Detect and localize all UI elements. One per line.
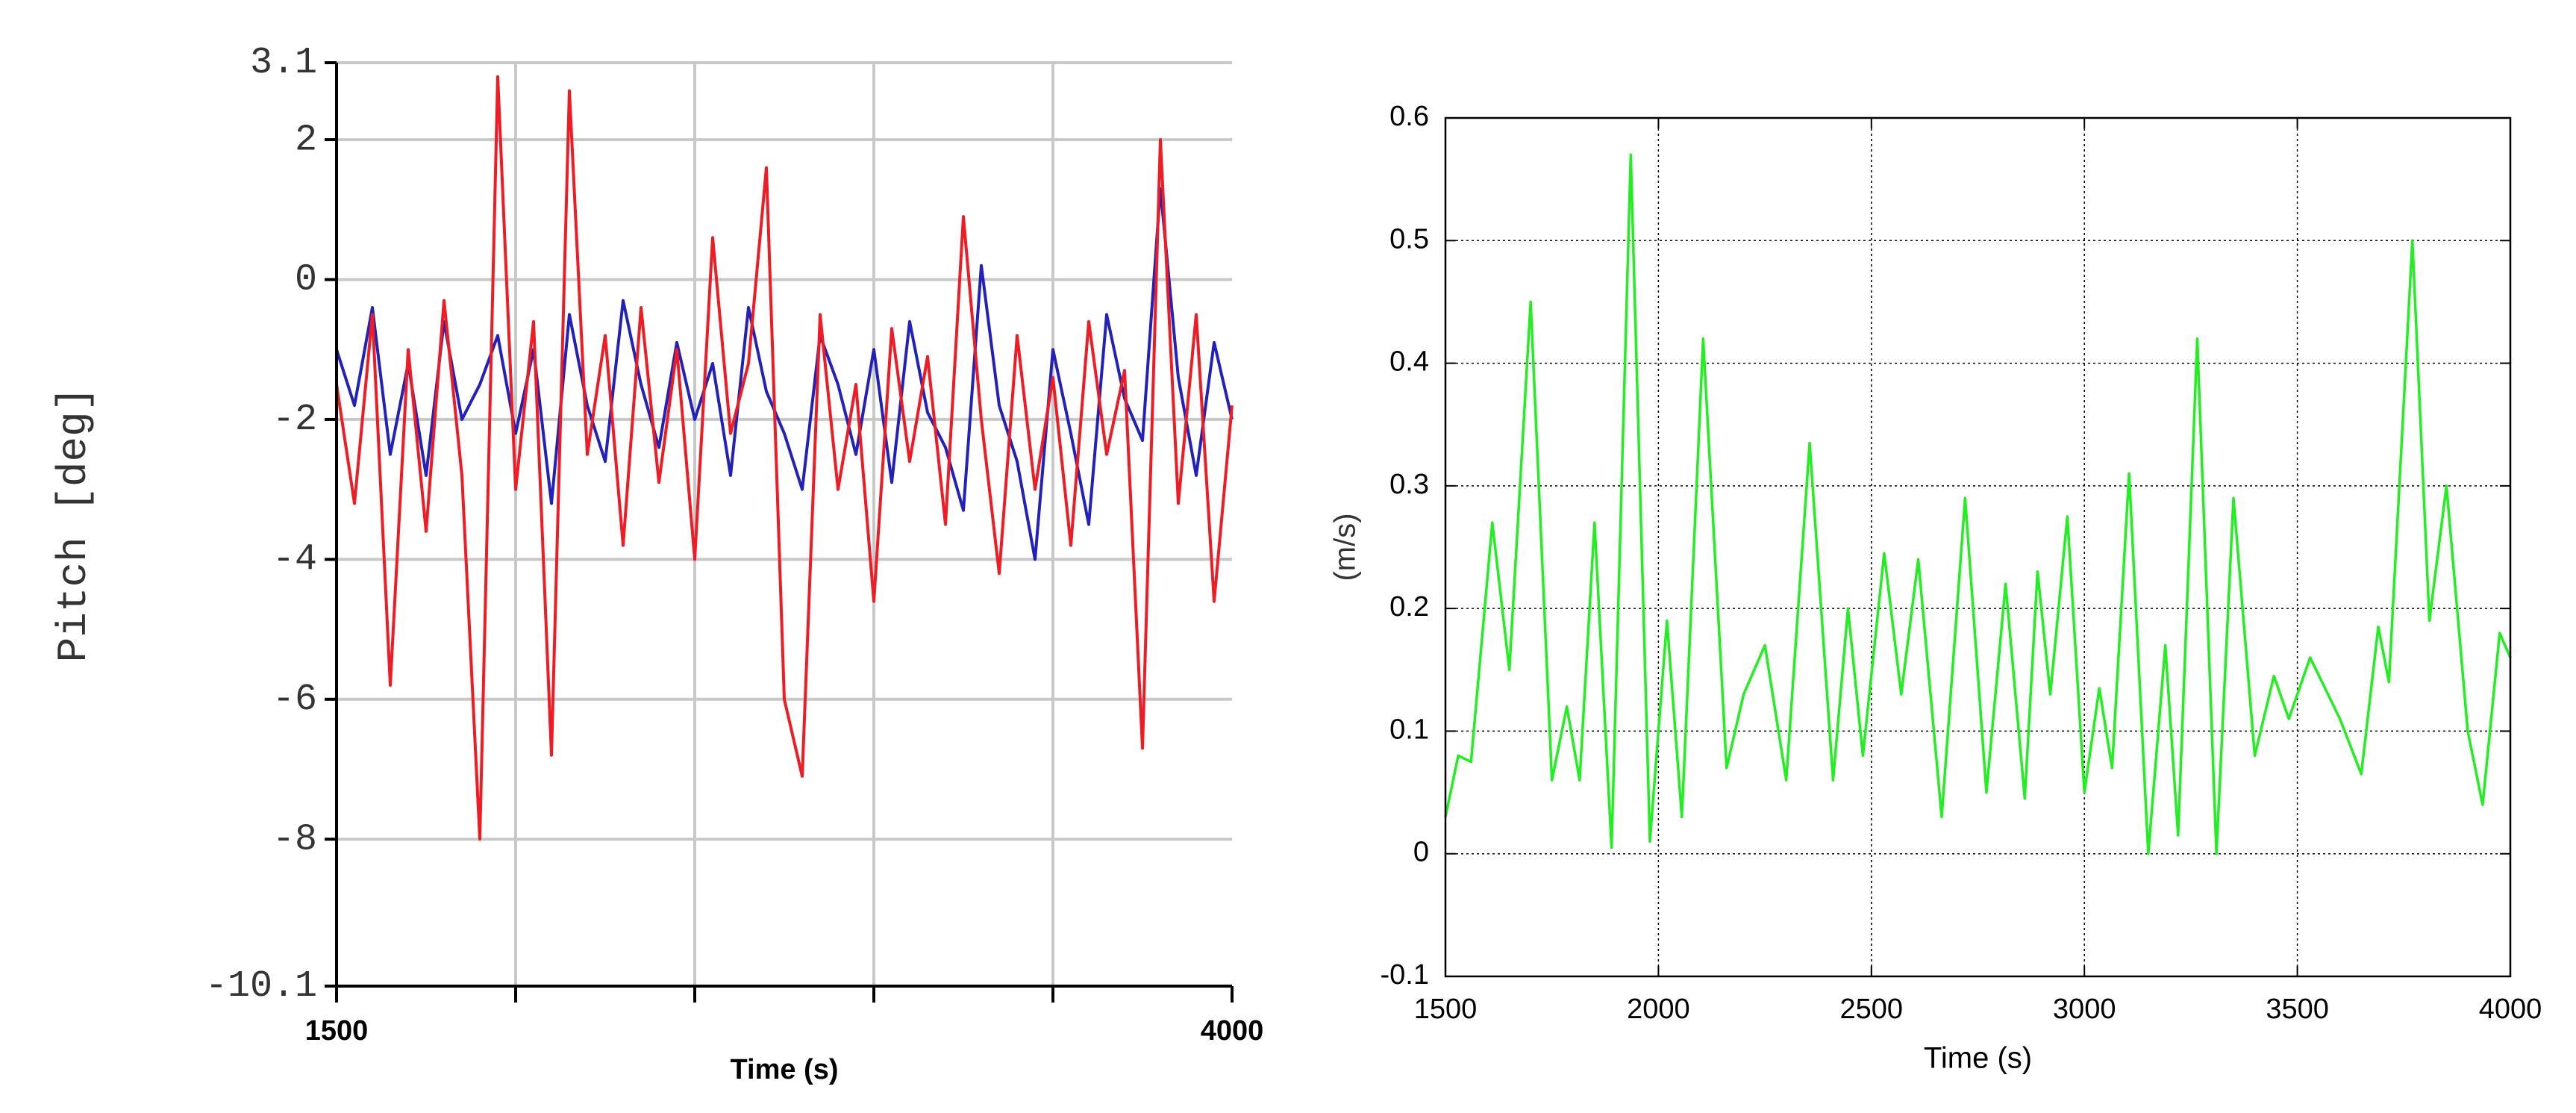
y-tick-label: -2 (272, 399, 317, 441)
y-tick-label: 0.6 (1389, 101, 1429, 132)
y-tick-label: 0.3 (1389, 469, 1429, 500)
x-axis-label: Time (s) (730, 1054, 838, 1085)
y-axis-label: (m/s) (1329, 513, 1362, 581)
x-tick-label: 2500 (1840, 994, 1904, 1025)
x-tick-label: 4000 (1201, 1015, 1264, 1047)
x-axis-label: Time (s) (1924, 1042, 2032, 1075)
x-tick-label: 1500 (305, 1015, 369, 1047)
y-tick-label: 0 (1413, 837, 1429, 868)
data-line (335, 187, 1234, 561)
y-tick-label: -10.1 (205, 965, 317, 1008)
y-tick-label: -0.1 (1381, 959, 1429, 991)
x-tick-label: 1500 (1414, 994, 1478, 1025)
x-tick-label: 3500 (2266, 994, 2329, 1025)
y-tick-label: 2 (295, 119, 317, 161)
y-tick-label: 3.1 (250, 42, 317, 84)
x-tick-label: 3000 (2053, 994, 2116, 1025)
y-tick-label: -8 (272, 818, 317, 861)
y-axis-label: Pitch [deg] (50, 387, 98, 663)
x-tick-label: 4000 (2479, 994, 2542, 1025)
y-tick-label: 0.2 (1389, 591, 1429, 623)
y-tick-label: 0.5 (1389, 223, 1429, 255)
data-line (335, 75, 1234, 841)
y-tick-label: 0.4 (1389, 346, 1429, 378)
y-tick-label: -6 (272, 679, 317, 721)
x-tick-label: 2000 (1627, 994, 1690, 1025)
y-tick-label: 0 (295, 259, 317, 302)
data-line (1444, 153, 2512, 855)
y-tick-label: -4 (272, 539, 317, 582)
y-tick-label: 0.1 (1389, 714, 1429, 745)
plot-frame (1444, 116, 2512, 978)
